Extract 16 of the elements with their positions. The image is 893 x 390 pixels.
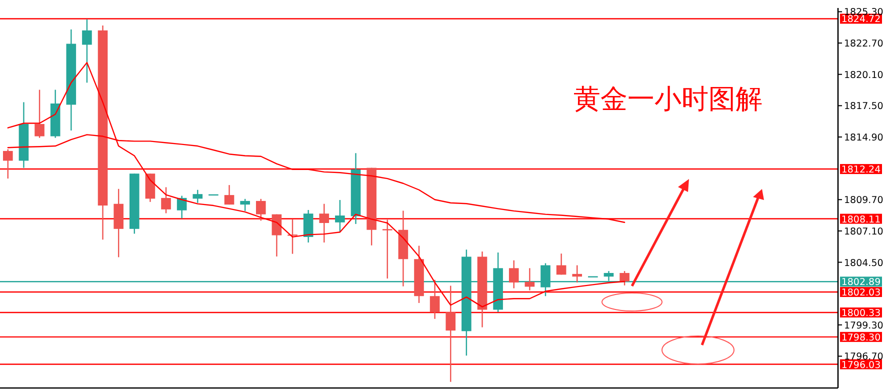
ref-line-label: 1808.11 [841, 214, 881, 226]
text: 黄金一小时图解 [574, 84, 762, 115]
ref-line-label: 1802.89 [841, 277, 881, 288]
y-tick-label: 1822.70 [844, 38, 884, 50]
y-tick-label: 1814.90 [844, 132, 884, 144]
ref-line-label: 1800.33 [841, 308, 881, 319]
y-tick-label: 1807.10 [844, 226, 884, 238]
y-tick-label: 1817.50 [844, 101, 884, 112]
ref-line-label: 1796.03 [841, 360, 881, 371]
ref-line-label: 1798.30 [841, 332, 881, 344]
y-tick-label: 1820.10 [844, 70, 884, 81]
y-tick-label: 1809.70 [844, 195, 884, 206]
ref-line-label: 1802.03 [841, 288, 881, 299]
y-tick-label: 1799.30 [844, 320, 884, 332]
y-tick-label: 1804.50 [844, 258, 884, 269]
ref-line-label: 1812.24 [841, 164, 881, 176]
